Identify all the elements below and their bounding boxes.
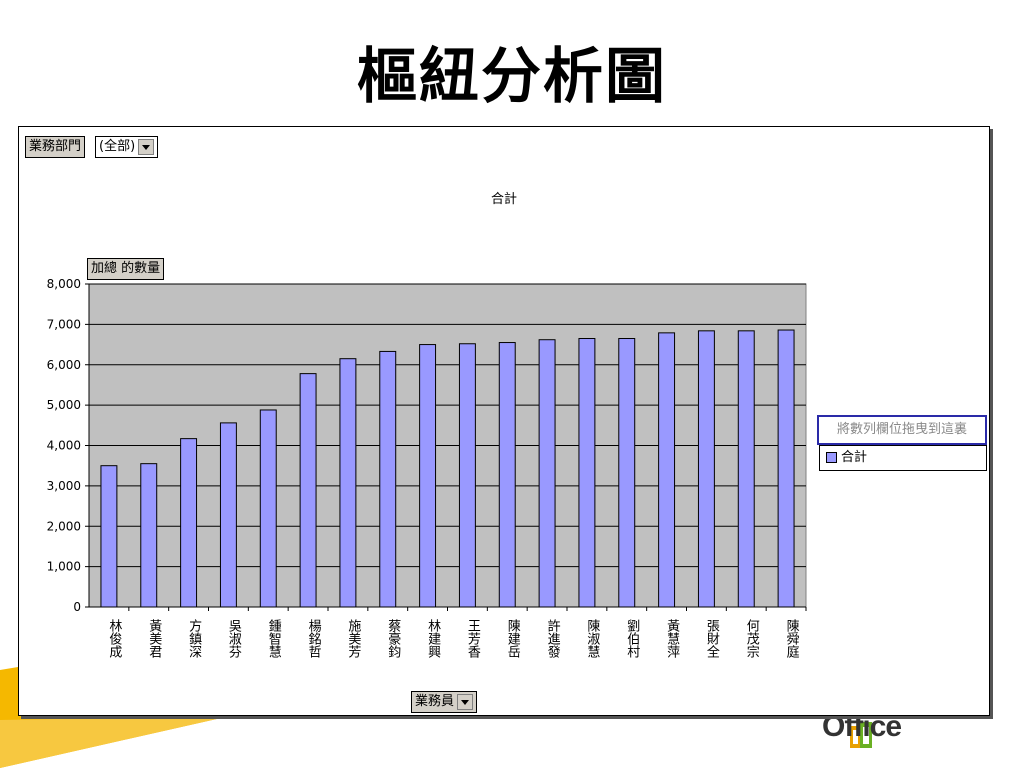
bar [458,343,476,608]
x-tick-label: 陳淑慧 [584,619,600,658]
bar [299,373,317,608]
y-tick-label: 8,000 [47,277,81,291]
chart-title: 合計 [491,192,518,207]
category-field-button[interactable]: 業務員 [411,691,478,713]
x-tick-label: 方鎮深 [186,618,202,658]
x-tick-label: 何茂宗 [744,618,760,658]
y-tick-label: 1,000 [47,560,81,574]
chevron-down-icon[interactable] [457,693,474,710]
legend: 合計 [819,445,987,471]
bar [219,422,237,608]
y-tick-label: 3,000 [47,479,81,493]
bar [180,438,198,608]
legend-swatch [826,452,837,463]
y-tick-label: 7,000 [47,317,81,331]
x-tick-label: 陳舜庭 [784,619,800,659]
bar [618,338,636,608]
category-field-label: 業務員 [415,694,455,709]
data-field-button[interactable]: 加總 的數量 [87,258,165,280]
y-tick-label: 2,000 [47,519,81,533]
page-field-value: (全部) [99,139,136,154]
x-tick-label: 黃美君 [146,619,162,658]
bar [259,409,277,608]
x-tick-label: 許進發 [545,619,561,658]
x-tick-label: 林建興 [425,619,441,658]
x-tick-label: 蔡豪鈞 [385,619,401,658]
bar [737,330,755,608]
bar [339,358,357,608]
page-field-filter[interactable]: (全部) [95,136,159,158]
x-tick-label: 黃慧萍 [664,619,680,658]
chevron-down-icon[interactable] [138,138,155,155]
bar [777,329,795,608]
bar [140,463,158,608]
x-tick-label: 鍾智慧 [266,619,282,658]
y-tick-label: 6,000 [47,358,81,372]
bar [498,342,516,608]
bar [100,465,118,608]
page-field-button[interactable]: 業務部門 [25,136,86,158]
y-tick-label: 5,000 [47,398,81,412]
bar [419,344,437,608]
x-tick-label: 施美芳 [345,619,361,658]
bar [578,338,596,608]
legend-entry: 合計 [841,450,868,465]
bar [697,330,715,608]
x-tick-label: 吳淑芬 [226,619,242,659]
slide-title: 樞紐分析圖 [357,42,667,112]
x-tick-label: 劉伯村 [624,619,640,658]
x-tick-label: 張財全 [704,619,720,658]
x-tick-label: 陳建岳 [505,619,521,658]
x-tick-label: 王芳香 [465,619,481,659]
y-tick-label: 0 [73,600,81,614]
office-logo-icon [850,722,872,748]
y-tick-label: 4,000 [47,439,81,453]
bar [379,350,397,608]
bar [658,332,676,608]
x-tick-label: 楊銘哲 [306,618,322,658]
x-tick-label: 林俊成 [106,619,122,659]
bar [538,339,556,608]
bar-chart: 0 1,000 2,000 3,000 4,000 5,000 6,000 7,000 8,00… [47,277,807,659]
pivot-chart-frame: 業務部門 (全部) 合計 加總 的數量 0 1,000 2,000 3,000 4,00… [18,126,990,716]
series-drop-zone[interactable]: 將數列欄位拖曳到這裏 [817,415,987,445]
